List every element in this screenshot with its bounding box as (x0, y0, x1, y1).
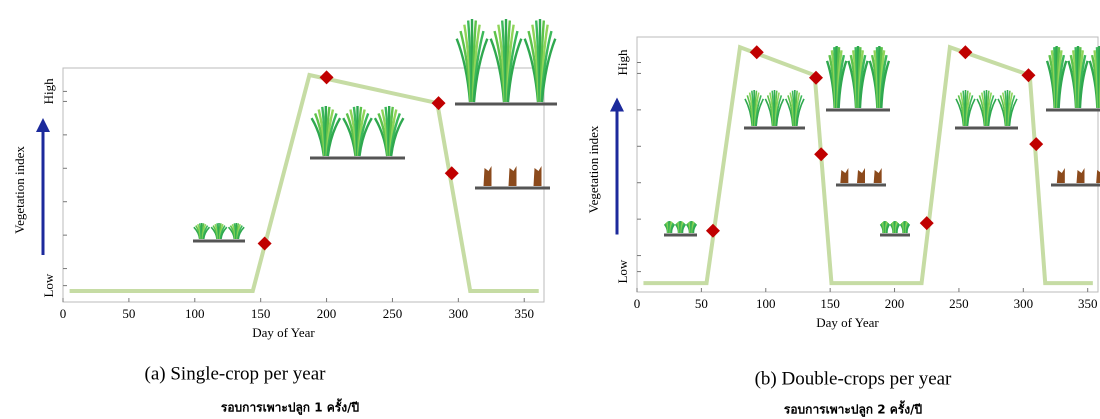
x-tick-label: 200 (317, 306, 337, 321)
marker (958, 45, 972, 59)
y-tick-label: Low (615, 259, 630, 283)
caption: (b) Double-crops per year (755, 368, 952, 389)
x-tick-label: 300 (1014, 296, 1034, 311)
marker (320, 70, 334, 84)
plant-illustration (1046, 46, 1100, 110)
figure: 0 50 100 150 200 250 300 350 Low High Day of Year V… (0, 0, 1100, 419)
x-axis-label: Day of Year (252, 325, 315, 340)
subtitle: รอบการเพาะปลูก 1 ครั้ง/ปี (221, 398, 360, 416)
marker (258, 237, 272, 251)
arrow-head (36, 118, 50, 132)
stump (840, 168, 848, 183)
plant-illustration (193, 223, 245, 241)
series-line (70, 75, 539, 291)
plant-illustration (955, 90, 1018, 128)
stump (534, 166, 542, 186)
x-tick-label: 300 (449, 306, 469, 321)
x-tick-label: 350 (514, 306, 534, 321)
x-tick-label: 350 (1078, 296, 1098, 311)
marker (706, 224, 720, 238)
marker (920, 216, 934, 230)
arrow-head (610, 98, 624, 112)
y-axis-label: Vegetation index (12, 146, 27, 234)
plant-illustration (1051, 168, 1100, 185)
plant-illustration (826, 46, 890, 110)
plant-illustration (310, 106, 405, 158)
plant-illustration (475, 166, 550, 188)
marker (1021, 68, 1035, 82)
x-tick-label: 150 (820, 296, 840, 311)
x-tick-label: 150 (251, 306, 271, 321)
plant-illustration (836, 168, 886, 185)
marker (1029, 137, 1043, 151)
stump (857, 168, 865, 183)
y-tick-label: High (615, 49, 630, 76)
stump (509, 166, 517, 186)
series-line (643, 47, 1092, 283)
x-tick-label: 0 (634, 296, 641, 311)
y-tick-label: Low (41, 273, 56, 297)
x-tick-label: 100 (756, 296, 776, 311)
stump (874, 168, 882, 183)
plant-illustration (880, 221, 910, 235)
subtitle: รอบการเพาะปลูก 2 ครั้ง/ปี (784, 400, 923, 418)
plant-illustration (664, 221, 697, 235)
marker (814, 147, 828, 161)
x-tick-label: 50 (695, 296, 708, 311)
x-tick-label: 250 (949, 296, 969, 311)
marker (432, 96, 446, 110)
x-axis-label: Day of Year (816, 315, 879, 330)
caption: (a) Single-crop per year (145, 363, 327, 384)
y-tick-label: High (41, 78, 56, 105)
stump (1057, 168, 1065, 183)
stump (1077, 168, 1085, 183)
y-axis-label: Vegetation index (586, 125, 601, 213)
stump (484, 166, 492, 186)
x-tick-label: 250 (383, 306, 403, 321)
x-tick-label: 100 (185, 306, 205, 321)
x-tick-label: 200 (885, 296, 905, 311)
x-tick-label: 50 (122, 306, 135, 321)
x-tick-label: 0 (60, 306, 67, 321)
plant-illustration (744, 90, 805, 128)
plant-illustration (455, 19, 557, 104)
